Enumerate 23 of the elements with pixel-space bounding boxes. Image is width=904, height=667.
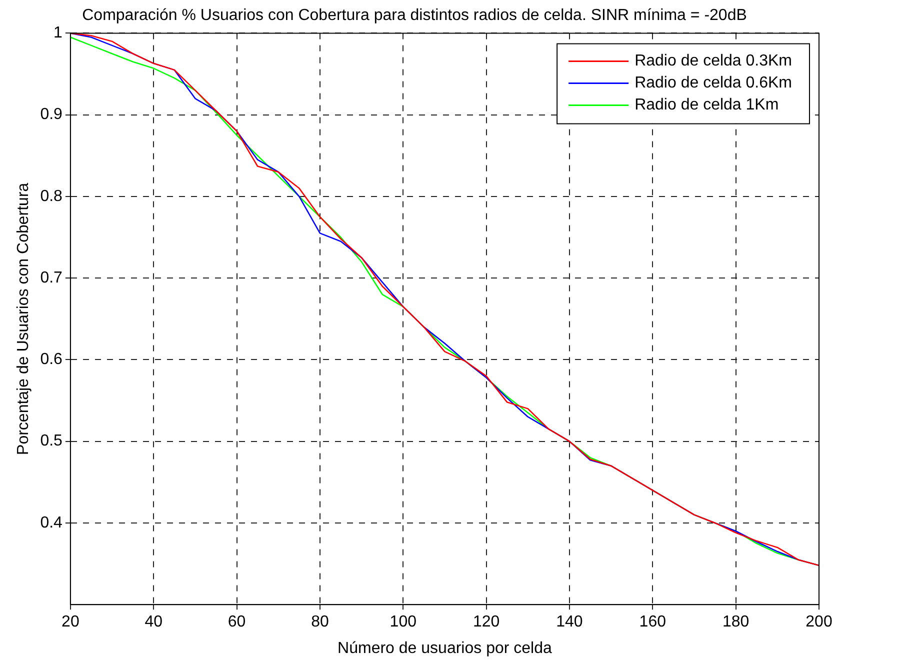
x-tick-label: 180 bbox=[722, 614, 750, 631]
x-tick-label: 140 bbox=[556, 614, 583, 631]
x-axis-title: Número de usuarios por celda bbox=[338, 640, 552, 657]
x-tick-label: 20 bbox=[62, 614, 80, 631]
legend-label: Radio de celda 1Km bbox=[634, 96, 779, 114]
y-tick-label: 0.6 bbox=[40, 351, 63, 368]
x-tick-label: 100 bbox=[390, 614, 417, 631]
x-tick-label: 120 bbox=[472, 614, 500, 631]
y-tick-label: 0.8 bbox=[40, 188, 63, 205]
y-tick-label: 0.5 bbox=[40, 432, 63, 450]
legend-label: Radio de celda 0.6Km bbox=[634, 74, 792, 92]
x-tick-label: 40 bbox=[144, 614, 163, 631]
x-tick-label: 200 bbox=[806, 614, 832, 631]
x-tick-label: 80 bbox=[311, 614, 329, 631]
x-tick-label: 60 bbox=[228, 614, 246, 631]
y-tick-label: 0.7 bbox=[40, 269, 63, 286]
x-tick-label: 160 bbox=[639, 614, 666, 631]
y-tick-label: 0.9 bbox=[40, 106, 63, 124]
y-axis-title: Porcentaje de Usuarios con Cobertura bbox=[15, 182, 32, 455]
legend-label: Radio de celda 0.3Km bbox=[634, 52, 792, 70]
chart-title: Comparación % Usuarios con Cobertura para distintos radios de celda. SINR mínima = -20dB bbox=[82, 7, 747, 24]
y-tick-label: 0.4 bbox=[40, 514, 63, 532]
y-tick-label: 1 bbox=[54, 24, 63, 42]
